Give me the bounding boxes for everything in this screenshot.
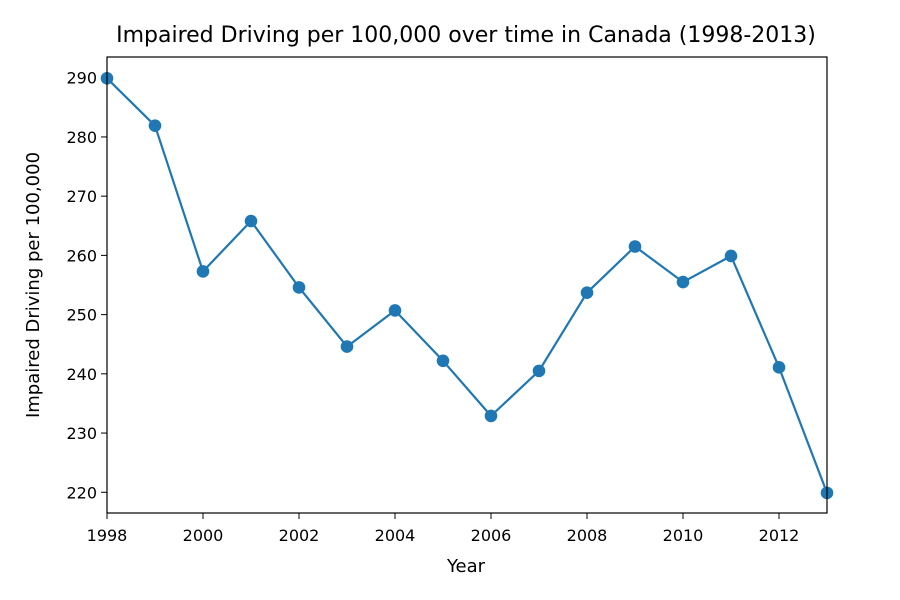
chart-title: Impaired Driving per 100,000 over time i… (116, 23, 816, 48)
x-tick-label: 2012 (759, 526, 800, 545)
data-point (292, 281, 306, 294)
y-tick-label: 270 (66, 187, 97, 206)
y-tick-label: 280 (66, 128, 97, 147)
data-point (196, 265, 210, 278)
data-point (724, 249, 738, 263)
data-point (340, 340, 354, 353)
x-tick-label: 2004 (375, 526, 416, 545)
y-tick-label: 230 (66, 424, 97, 443)
y-tick-label: 250 (66, 306, 97, 325)
series-line (106, 77, 829, 494)
y-axis-label: Impaired Driving per 100,000 (23, 152, 44, 418)
x-tick-label: 1998 (87, 526, 128, 545)
y-tick-label: 220 (66, 483, 97, 502)
data-point (244, 214, 258, 228)
x-tick-label: 2006 (471, 526, 512, 545)
data-point (676, 275, 690, 289)
y-tick-label: 260 (66, 246, 97, 265)
y-tick-label: 240 (66, 365, 97, 384)
x-tick-label: 2002 (279, 526, 320, 545)
y-tick-label: 290 (66, 69, 97, 88)
x-tick-label: 2008 (567, 526, 608, 545)
x-tick-label: 2000 (183, 526, 224, 545)
data-point (484, 409, 498, 423)
data-point (436, 354, 450, 368)
data-point (580, 286, 594, 299)
x-axis-label: Year (446, 556, 486, 577)
data-point (532, 364, 546, 378)
data-point (772, 361, 786, 374)
data-point (388, 304, 402, 317)
data-point (628, 240, 642, 253)
x-tick-label: 2010 (663, 526, 704, 545)
plot-area: 1998 2000 2002 2004 2006 2008 2010 2012 220 230 24… (66, 56, 834, 545)
plot-frame (106, 56, 828, 514)
data-point (148, 119, 162, 132)
